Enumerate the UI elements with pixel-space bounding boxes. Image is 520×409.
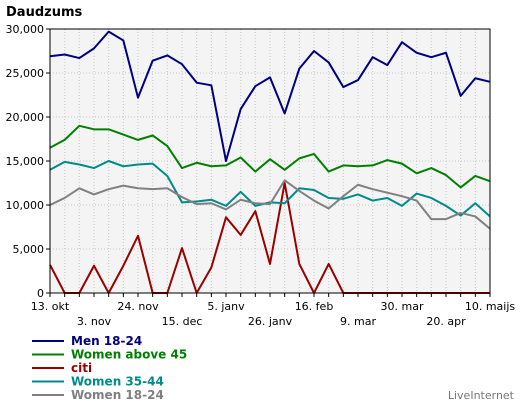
x-tick-label: 24. nov — [117, 300, 159, 313]
series-line-5 — [49, 179, 491, 230]
x-tick-label: 15. dec — [162, 315, 203, 328]
y-axis: 0 5,000 10,000 15,000 20,000 25,000 30,000 — [6, 23, 50, 300]
x-tick-label: 9. mar — [340, 315, 376, 328]
x-tick-label: 16. feb — [295, 300, 334, 313]
y-tick-label: 15,000 — [6, 155, 45, 168]
y-tick-label: 5,000 — [13, 243, 45, 256]
x-tick-label: 13. okt — [31, 300, 70, 313]
y-tick-label: 20,000 — [6, 111, 45, 124]
y-tick-label: 25,000 — [6, 67, 45, 80]
x-tick-label: 30. mar — [381, 300, 424, 313]
watermark: LiveInternet — [448, 389, 515, 402]
legend-label: Women 35-44 — [71, 375, 164, 389]
x-tick-label: 3. nov — [77, 315, 112, 328]
series-line-2 — [49, 124, 491, 189]
x-tick-label: 5. janv — [207, 300, 245, 313]
x-tick-label: 20. apr — [426, 315, 466, 328]
x-tick-label: 26. janv — [248, 315, 293, 328]
legend-label: Men 18-24 — [71, 334, 142, 348]
legend-label: Women above 45 — [71, 348, 187, 362]
y-tick-label: 0 — [37, 287, 44, 300]
legend-label: Women 18-24 — [71, 388, 164, 402]
x-axis: 13. okt 24. nov 5. janv 16. feb 30. mar 10. m… — [31, 293, 516, 328]
chart-title: Daudzums — [6, 5, 82, 20]
y-tick-label: 10,000 — [6, 199, 45, 212]
y-tick-label: 30,000 — [6, 23, 45, 36]
legend-label: citi — [71, 361, 92, 375]
x-tick-label: 10. maijs — [465, 300, 516, 313]
series-line-1 — [49, 30, 491, 162]
